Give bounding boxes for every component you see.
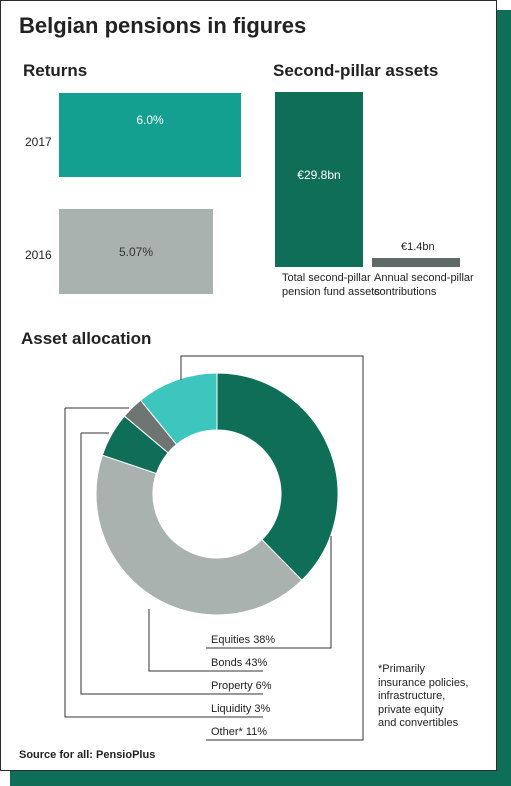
leader-line-liquidity — [64, 407, 263, 718]
second-pillar-bar-total: €29.8bn — [275, 92, 363, 267]
returns-heading: Returns — [23, 61, 88, 80]
source-note: Source for all: PensioPlus — [19, 749, 156, 761]
leader-line-bonds — [148, 609, 263, 672]
second-pillar-caption-total: Total second-pillar pension fund assets — [282, 271, 380, 299]
footnote-line-3: infrastructure, — [378, 690, 446, 702]
leader-line-equities — [206, 536, 332, 649]
infographic-card: Belgian pensions in figures Returns 2017… — [0, 0, 497, 771]
returns-bar-2016-label: 5.07% — [118, 244, 154, 259]
returns-bar-2017: 6.0% — [59, 93, 241, 177]
donut-slice-other — [139, 372, 218, 446]
caption-total-line-2: pension fund assets — [282, 286, 380, 298]
returns-year-2016: 2016 — [25, 248, 52, 262]
leader-line-other — [180, 355, 364, 741]
allocation-donut-chart — [64, 355, 364, 741]
second-pillar-bar-annual — [372, 258, 460, 267]
legend-equities: Equities 38% — [211, 634, 276, 646]
allocation-footnote: *Primarily insurance policies, infrastru… — [378, 663, 469, 731]
second-pillar-caption-annual: Annual second-pillar contributions — [374, 271, 474, 299]
second-pillar-heading: Second-pillar assets — [273, 61, 439, 80]
legend-bonds: Bonds 43% — [211, 657, 268, 669]
caption-annual-line-2: contributions — [374, 286, 437, 298]
donut-slice-equities — [216, 372, 339, 581]
legend-property: Property 6% — [211, 680, 272, 692]
returns-bar-2017-label: 6.0% — [136, 113, 164, 127]
second-pillar-bar-total-label: €29.8bn — [297, 167, 341, 182]
leader-line-property — [80, 432, 263, 695]
page-title: Belgian pensions in figures — [19, 13, 307, 38]
second-pillar-bar-annual-label: €1.4bn — [401, 241, 435, 253]
footnote-line-4: private equity — [378, 703, 444, 716]
allocation-heading: Asset allocation — [21, 329, 152, 348]
legend-liquidity: Liquidity 3% — [211, 703, 271, 715]
returns-bar-2016: 5.07% — [59, 209, 213, 294]
caption-total-line-1: Total second-pillar — [282, 272, 371, 284]
donut-slice-bonds — [95, 454, 303, 616]
footnote-line-5: and convertibles — [378, 717, 459, 729]
legend-other: Other* 11% — [211, 726, 268, 738]
footnote-line-2: insurance policies, — [378, 676, 469, 689]
footnote-line-1: *Primarily — [378, 663, 426, 675]
returns-year-2017: 2017 — [25, 135, 52, 149]
caption-annual-line-1: Annual second-pillar — [374, 272, 474, 284]
